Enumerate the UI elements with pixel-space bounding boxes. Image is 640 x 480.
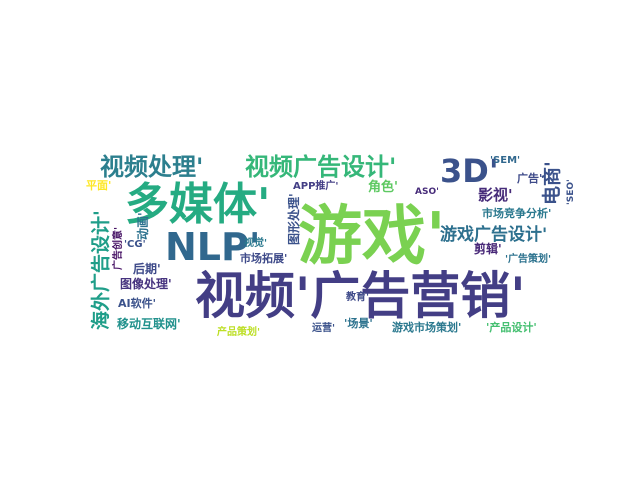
- word: 动画': [136, 212, 150, 240]
- word: 角色': [368, 179, 398, 195]
- word: AI软件': [118, 296, 156, 310]
- word: 视频'广告营销': [195, 267, 526, 325]
- word: 广告创意': [111, 227, 124, 270]
- word: 海外广告设计': [89, 210, 112, 330]
- word: 游戏市场策划': [392, 320, 461, 334]
- word: 游戏广告设计': [440, 224, 547, 245]
- word: '场景': [344, 316, 373, 330]
- word: NLP': [165, 225, 261, 269]
- word: 移动互联网': [117, 316, 181, 331]
- word: 3D': [440, 152, 499, 190]
- word: 多媒体': [125, 179, 270, 230]
- word: 'CG': [124, 239, 146, 250]
- word: 运营': [312, 321, 335, 334]
- word: 'SEM': [490, 155, 520, 166]
- word: '广告策划': [505, 252, 551, 265]
- word: 影视': [478, 186, 513, 204]
- word: 剪辑': [474, 241, 502, 256]
- word: 视觉': [244, 236, 267, 249]
- word: 平面': [86, 179, 111, 192]
- word: '产品设计': [486, 320, 537, 334]
- word: 广告': [517, 171, 542, 185]
- word: 市场拓展': [240, 251, 287, 265]
- word: ASO': [415, 187, 439, 197]
- word: 图形处理': [286, 193, 301, 245]
- word: 市场竞争分析': [482, 206, 551, 220]
- word: 'SEO': [566, 179, 576, 205]
- word: 视频处理': [100, 153, 203, 181]
- word: APP推广': [293, 179, 338, 192]
- word: 电商': [540, 161, 563, 205]
- word: 产品策划': [217, 325, 260, 338]
- word: 游戏': [298, 200, 446, 274]
- word: 图像处理': [120, 276, 172, 291]
- word: 教育': [345, 290, 369, 303]
- word: 视频广告设计': [245, 153, 396, 181]
- word: 后期': [133, 261, 161, 276]
